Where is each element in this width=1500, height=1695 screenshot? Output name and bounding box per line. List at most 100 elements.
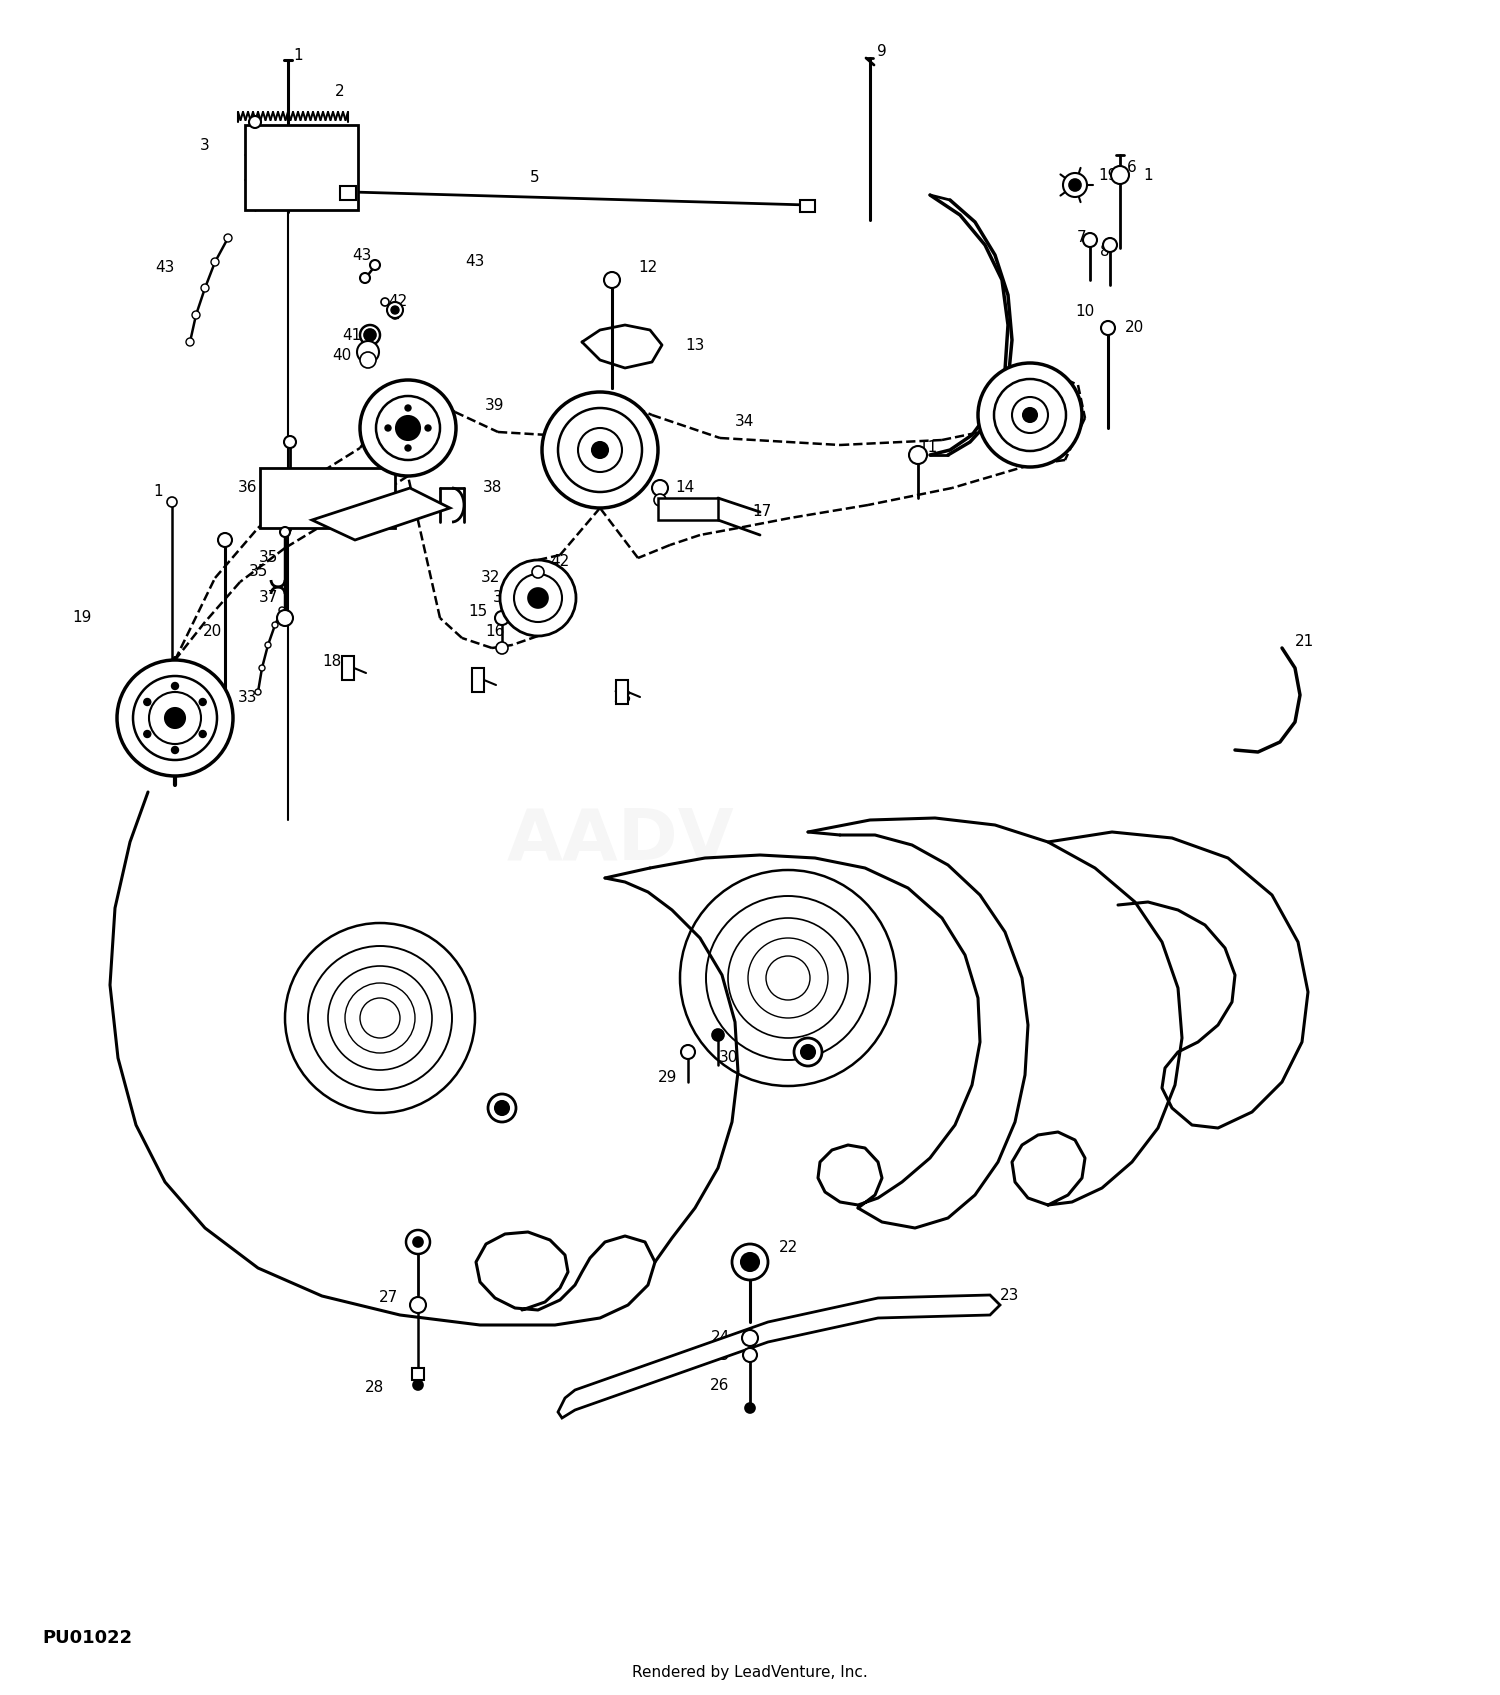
Circle shape [592,442,608,458]
Text: 1: 1 [1143,168,1154,183]
Circle shape [801,1046,814,1059]
Circle shape [488,1093,516,1122]
Circle shape [496,642,508,654]
Text: 34: 34 [735,415,754,429]
Circle shape [1083,232,1096,247]
Circle shape [1064,173,1088,197]
Circle shape [528,588,548,609]
Text: 18: 18 [322,654,342,670]
Circle shape [406,1231,430,1254]
Circle shape [978,363,1082,468]
Circle shape [364,329,376,341]
Text: 6: 6 [1126,161,1137,176]
Polygon shape [260,468,394,529]
Circle shape [278,610,292,625]
Text: 7: 7 [1077,231,1088,246]
Circle shape [357,341,380,363]
Text: 8: 8 [1100,244,1110,259]
Circle shape [144,698,152,705]
Circle shape [260,664,266,671]
Circle shape [396,415,420,441]
Text: 23: 23 [1000,1288,1020,1302]
Circle shape [376,397,440,459]
Text: 42: 42 [388,295,408,310]
Text: 9: 9 [878,44,886,59]
Circle shape [392,310,399,319]
Circle shape [148,692,201,744]
Text: 32: 32 [480,571,500,585]
Circle shape [1102,237,1118,253]
Text: 36: 36 [238,480,258,495]
Circle shape [732,1244,768,1280]
Circle shape [405,405,411,410]
Circle shape [495,610,508,625]
Circle shape [1070,180,1082,192]
Circle shape [742,1348,758,1363]
Text: 33: 33 [238,690,258,705]
Circle shape [200,698,206,705]
Circle shape [360,273,370,283]
Text: 27: 27 [378,1290,398,1305]
Text: 38: 38 [483,480,501,495]
Circle shape [266,642,272,647]
Text: 20: 20 [1125,320,1144,336]
Circle shape [654,493,666,507]
Polygon shape [312,488,450,541]
Text: 43: 43 [352,247,372,263]
Text: 25: 25 [711,1348,729,1363]
Text: 22: 22 [778,1241,798,1256]
Circle shape [1112,166,1130,185]
Circle shape [652,480,668,497]
Text: 40: 40 [333,347,351,363]
Circle shape [186,337,194,346]
Text: 21: 21 [1296,634,1314,649]
Circle shape [578,429,622,471]
Text: 24: 24 [711,1331,729,1346]
Circle shape [424,425,430,431]
Text: 31: 31 [492,590,512,605]
Text: 12: 12 [639,261,657,276]
Text: 37: 37 [258,590,278,605]
Polygon shape [472,668,484,692]
Circle shape [171,746,178,754]
Text: 3: 3 [200,137,210,153]
Text: 19: 19 [72,610,92,625]
Text: 41: 41 [342,327,362,342]
Text: 42: 42 [550,554,570,570]
Text: PU01022: PU01022 [42,1629,132,1648]
Circle shape [284,436,296,447]
Circle shape [360,380,456,476]
Circle shape [280,527,290,537]
Circle shape [360,325,380,346]
Circle shape [410,1297,426,1314]
Circle shape [144,731,152,737]
Circle shape [712,1029,724,1041]
Circle shape [387,302,404,319]
Circle shape [211,258,219,266]
Circle shape [217,532,232,547]
Circle shape [604,271,619,288]
Circle shape [134,676,218,759]
Text: 15: 15 [468,605,488,619]
Circle shape [681,1046,694,1059]
Circle shape [531,566,549,585]
Circle shape [542,392,658,508]
Text: 14: 14 [675,480,694,495]
Polygon shape [616,680,628,703]
Text: 5: 5 [530,171,540,185]
Text: 2: 2 [334,85,345,100]
Circle shape [192,310,200,319]
Circle shape [741,1253,759,1271]
Text: 18: 18 [612,690,632,705]
Text: 13: 13 [686,337,705,353]
Circle shape [532,566,544,578]
Text: 17: 17 [753,505,771,519]
Polygon shape [658,498,718,520]
Circle shape [200,731,206,737]
Text: 4: 4 [308,134,316,149]
Circle shape [994,380,1066,451]
Text: 35: 35 [258,551,278,566]
Circle shape [272,622,278,629]
Polygon shape [340,186,356,200]
Circle shape [381,298,388,307]
